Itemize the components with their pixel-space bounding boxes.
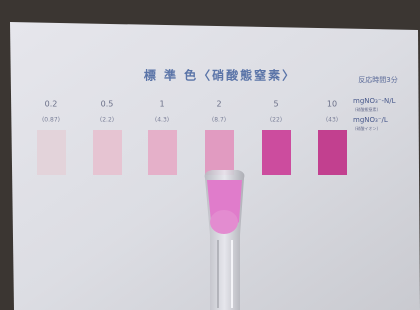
- swatch: [262, 130, 291, 175]
- swatch: [37, 130, 66, 175]
- level-sub: (2.2): [100, 117, 114, 124]
- test-tube: [205, 170, 245, 310]
- swatch: [93, 130, 122, 175]
- level-sub: (4.3): [155, 117, 169, 124]
- level-value: 2: [216, 100, 221, 109]
- unit-note: (硝酸イオン): [355, 125, 379, 131]
- title: 標 準 色〈硝酸態窒素〉: [144, 68, 296, 83]
- level-value: 10: [327, 100, 337, 109]
- body: {"header": {"title": "標 準 色〈硝酸態窒素〉", "no…: [0, 0, 420, 310]
- unit: mgNO₃⁻/L: [353, 116, 388, 124]
- swatch: [148, 130, 177, 175]
- level-value: 0.5: [101, 100, 114, 109]
- page: 標準色 html, body { margin: 0; padding: 0; …: [0, 0, 420, 310]
- photo: 標 準 色〈硝酸態窒素〉 反応時間3分 0.2 (0.87) 0.5 (2.2) 1 (4…: [0, 0, 420, 310]
- level-sub: (22): [270, 117, 282, 124]
- reaction-time: 反応時間3分: [358, 75, 397, 84]
- swatch: [205, 130, 234, 175]
- level-sub: (0.87): [42, 117, 60, 124]
- level-value: 1: [159, 100, 164, 109]
- unit-note: (硝酸態窒素): [355, 106, 379, 112]
- unit: mgNO₃⁻-N/L: [353, 97, 396, 105]
- swatch: [318, 130, 347, 175]
- level-sub: (8.7): [212, 117, 226, 124]
- level-value: 5: [273, 100, 278, 109]
- level-value: 0.2: [45, 100, 58, 109]
- level-sub: (43): [326, 117, 338, 124]
